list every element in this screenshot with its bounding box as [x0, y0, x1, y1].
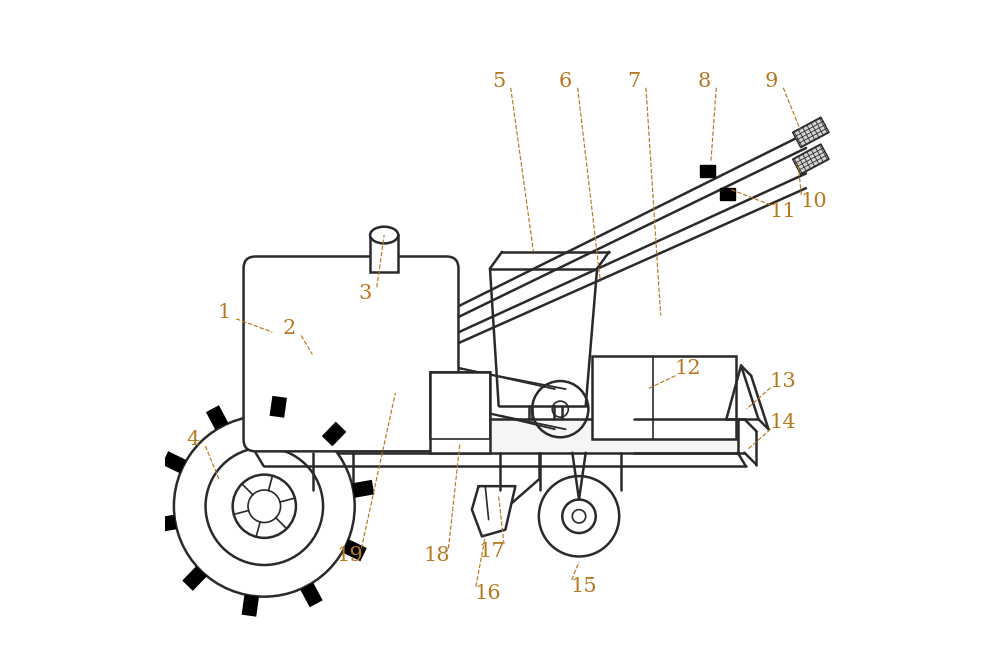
Text: 3: 3: [358, 285, 371, 303]
Bar: [430, 372, 490, 453]
Polygon shape: [182, 566, 207, 591]
Polygon shape: [322, 421, 346, 446]
Text: 18: 18: [423, 546, 450, 564]
Text: 17: 17: [479, 541, 505, 560]
Text: 10: 10: [800, 192, 827, 211]
Text: 8: 8: [698, 72, 711, 91]
Bar: [700, 166, 715, 177]
Polygon shape: [206, 405, 228, 430]
Polygon shape: [300, 582, 323, 607]
Text: 15: 15: [570, 577, 597, 596]
Polygon shape: [162, 451, 186, 473]
Text: 11: 11: [769, 202, 796, 221]
Polygon shape: [793, 117, 829, 148]
Circle shape: [174, 416, 355, 597]
Text: 1: 1: [217, 303, 231, 321]
Ellipse shape: [370, 227, 398, 244]
Text: 2: 2: [282, 319, 296, 338]
Text: 4: 4: [187, 430, 200, 449]
Polygon shape: [154, 515, 177, 533]
Text: 14: 14: [769, 413, 796, 432]
Text: 13: 13: [769, 372, 796, 391]
Text: 6: 6: [559, 72, 572, 91]
Bar: [256, 419, 738, 453]
Bar: [370, 235, 398, 272]
Text: 7: 7: [627, 72, 641, 91]
Polygon shape: [270, 396, 287, 418]
Text: 9: 9: [765, 72, 778, 91]
Bar: [430, 372, 490, 440]
Text: 19: 19: [336, 546, 363, 564]
Text: 5: 5: [492, 72, 505, 91]
Bar: [720, 187, 735, 199]
Polygon shape: [342, 539, 367, 562]
Bar: [592, 356, 736, 440]
Text: 16: 16: [475, 584, 501, 603]
FancyBboxPatch shape: [244, 256, 458, 452]
Polygon shape: [352, 480, 374, 498]
Polygon shape: [793, 144, 829, 174]
Polygon shape: [242, 595, 259, 617]
Text: 12: 12: [674, 360, 701, 378]
